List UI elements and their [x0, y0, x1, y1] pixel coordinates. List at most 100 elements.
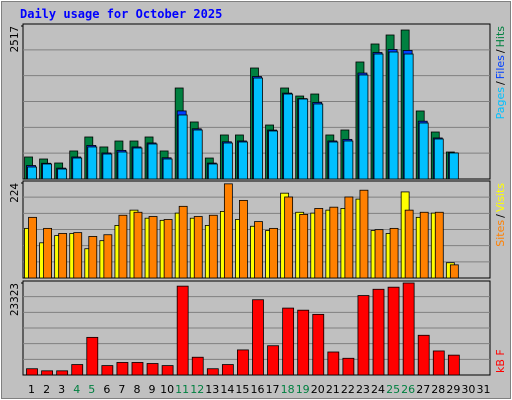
bar — [116, 362, 129, 376]
bar — [268, 130, 278, 180]
bar — [312, 313, 325, 376]
bar — [117, 151, 128, 180]
bar — [448, 152, 459, 180]
bar — [358, 74, 369, 180]
bar — [73, 232, 83, 279]
bar — [402, 282, 415, 376]
legend-separator: / — [494, 81, 507, 85]
bar — [238, 141, 248, 180]
legend: Sites / Visits — [494, 183, 507, 247]
x-tick-label: 2 — [43, 383, 50, 396]
bar — [43, 227, 52, 279]
x-tick-label: 31 — [476, 383, 490, 396]
x-tick-label: 26 — [401, 383, 415, 396]
chart-title: Daily usage for October 2025 — [20, 7, 222, 21]
bar — [343, 140, 354, 180]
bar — [252, 299, 264, 376]
bar — [447, 354, 460, 376]
bar — [282, 307, 295, 376]
bar — [132, 147, 143, 180]
bar — [298, 98, 309, 180]
bar — [269, 227, 278, 279]
bar — [434, 211, 444, 279]
legend-entry: Pages — [494, 87, 507, 120]
x-tick-label: 15 — [235, 383, 249, 396]
bar — [357, 295, 370, 376]
x-tick-label: 30 — [461, 383, 475, 396]
bar — [253, 77, 263, 180]
bar — [102, 153, 113, 180]
bar — [419, 211, 429, 279]
bar — [237, 349, 249, 376]
legend-entry: Sites — [494, 220, 507, 247]
bar — [162, 158, 173, 180]
bar — [374, 229, 384, 279]
bar — [193, 216, 203, 279]
legend-entry: Hits — [494, 26, 507, 48]
bar — [432, 350, 445, 376]
y-max-label: 23323 — [8, 283, 21, 316]
bar — [208, 214, 218, 279]
bar — [327, 351, 340, 376]
x-tick-label: 27 — [416, 383, 430, 396]
bar — [133, 211, 143, 279]
bar — [417, 334, 430, 376]
bar — [72, 157, 83, 180]
bar — [418, 122, 429, 180]
bar — [178, 205, 188, 279]
bar — [57, 168, 68, 180]
x-tick-label: 20 — [311, 383, 325, 396]
bar — [147, 143, 158, 180]
bar — [373, 53, 384, 180]
x-tick-label: 14 — [220, 383, 234, 396]
bar — [103, 234, 113, 279]
bar — [297, 309, 310, 376]
bar — [389, 227, 399, 279]
x-tick-label: 17 — [266, 383, 280, 396]
bar — [299, 213, 309, 279]
bar — [191, 356, 204, 376]
bar — [206, 368, 219, 376]
x-tick-label: 28 — [431, 383, 445, 396]
bar — [221, 364, 234, 376]
bar — [329, 206, 339, 279]
legend-separator: / — [494, 214, 507, 218]
bar — [313, 103, 324, 180]
bar — [101, 365, 114, 376]
bar — [177, 114, 188, 180]
x-tick-label: 24 — [371, 383, 385, 396]
bar — [344, 196, 354, 279]
bar — [148, 216, 158, 279]
y-max-label: 224 — [8, 183, 21, 203]
legend-entry: Visits — [494, 183, 507, 212]
bar — [118, 214, 128, 279]
x-tick-label: 10 — [160, 383, 174, 396]
bar — [41, 370, 53, 376]
x-tick-label: 4 — [73, 383, 80, 396]
legend: Pages/Files/Hits — [494, 26, 507, 120]
bar — [433, 138, 444, 180]
bar — [207, 163, 218, 180]
legend-entry: kB F — [494, 349, 507, 373]
bar — [314, 208, 324, 279]
x-tick-label: 22 — [341, 383, 355, 396]
legend-separator: / — [494, 49, 507, 53]
bar — [86, 336, 99, 376]
y-max-label: 2517 — [8, 26, 21, 53]
x-tick-label: 11 — [175, 383, 189, 396]
x-tick-label: 3 — [58, 383, 65, 396]
x-tick-label: 21 — [326, 383, 340, 396]
bar — [342, 357, 355, 376]
bar — [387, 286, 400, 376]
x-tick-label: 16 — [251, 383, 265, 396]
x-tick-label: 18 — [281, 383, 295, 396]
x-tick-label: 6 — [103, 383, 110, 396]
bar — [87, 146, 98, 180]
x-tick-label: 9 — [149, 383, 156, 396]
x-tick-label: 8 — [133, 383, 140, 396]
bar — [27, 166, 37, 180]
bar — [192, 129, 203, 180]
bar — [449, 264, 459, 279]
